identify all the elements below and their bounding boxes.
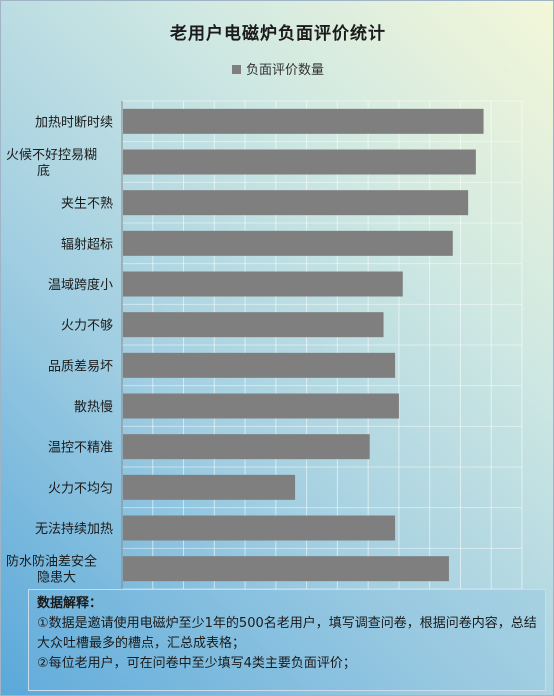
bar [123, 230, 453, 256]
category-label: 温控不精准 [48, 441, 113, 456]
bar [123, 474, 296, 500]
category-label: 无法持续加热 [35, 522, 113, 537]
category-label: 品质差易坏 [48, 359, 113, 374]
bar [123, 108, 484, 134]
bar [123, 393, 399, 419]
legend-label: 负面评价数量 [245, 63, 324, 78]
category-label: 辐射超标 [61, 236, 113, 252]
data-explanation-box: 数据解释： ①数据是邀请使用电磁炉至少1年的500名老用户，填写调查问卷，根据问… [28, 589, 546, 691]
legend: 负面评价数量 [1, 59, 553, 78]
bar [123, 190, 469, 216]
category-label: 火力不够 [61, 319, 113, 334]
bar [123, 271, 403, 297]
notes-title: 数据解释： [37, 596, 103, 611]
bar [123, 312, 384, 338]
category-label: 火力不均匀 [48, 481, 113, 496]
chart-title: 老用户电磁炉负面评价统计 [170, 24, 386, 44]
bar [123, 149, 476, 175]
notes-line-1: ①数据是邀请使用电磁炉至少1年的500名老用户，填写调查问卷，根据问卷内容，总结… [37, 616, 537, 651]
category-label: 防水防油差安全隐患大 [6, 554, 97, 586]
bar [123, 515, 396, 541]
category-label: 散热慢 [74, 399, 113, 415]
bar [123, 434, 370, 460]
category-label: 火候不好控易糊底 [6, 147, 97, 179]
bar [123, 556, 449, 582]
category-label: 温域跨度小 [48, 277, 113, 293]
category-label: 夹生不熟 [61, 196, 113, 212]
legend-swatch [231, 65, 241, 74]
notes-line-2: ②每位老用户，可在问卷中至少填写4类主要负面评价； [37, 656, 356, 671]
category-label: 加热时断时续 [35, 115, 113, 130]
bar [123, 352, 396, 378]
